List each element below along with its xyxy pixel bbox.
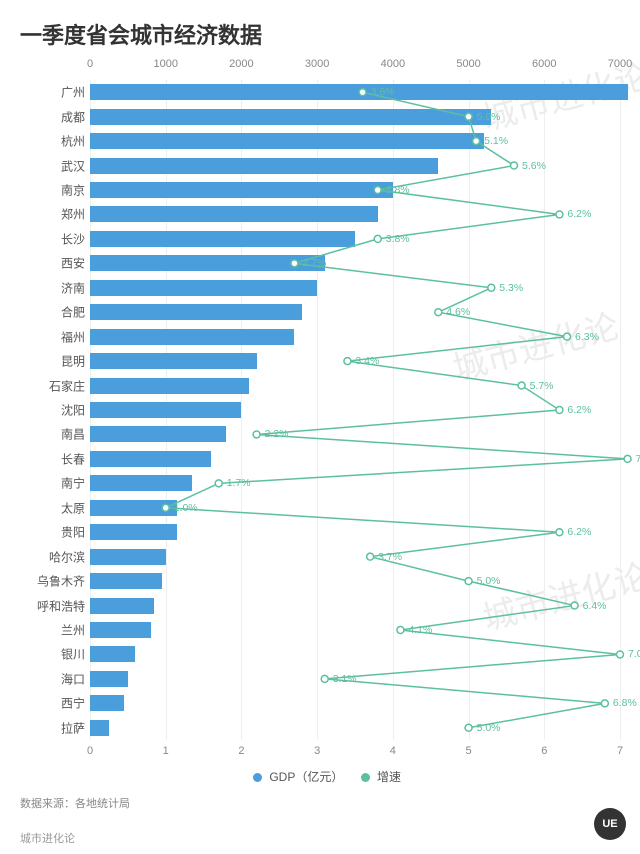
category-label: 石家庄 [5,377,85,394]
category-label: 海口 [5,670,85,687]
growth-label: 6.2% [567,526,591,538]
growth-label: 2.7% [302,257,326,269]
chart-container: 一季度省会城市经济数据 城市进化论 城市进化论 城市进化论 0100020003… [0,0,640,854]
bottom-tick-label: 1 [163,745,169,757]
growth-label: 5.6% [522,160,546,172]
growth-label: 5.7% [530,380,554,392]
growth-label: 4.6% [446,306,470,318]
bottom-tick-label: 6 [541,745,547,757]
category-label: 南昌 [5,426,85,443]
category-label: 福州 [5,328,85,345]
category-label: 沈阳 [5,402,85,419]
growth-label: 3.1% [333,673,357,685]
bottom-tick-label: 7 [617,745,623,757]
top-tick-label: 2000 [229,58,253,70]
top-tick-label: 1000 [153,58,177,70]
chart-title: 一季度省会城市经济数据 [20,18,262,50]
category-label: 兰州 [5,622,85,639]
category-label: 呼和浩特 [5,597,85,614]
category-label: 长沙 [5,230,85,247]
growth-label: 6.2% [567,208,591,220]
growth-label: 5.3% [499,282,523,294]
category-label: 太原 [5,499,85,516]
growth-label: 2.2% [265,428,289,440]
category-label: 成都 [5,108,85,125]
category-label: 济南 [5,279,85,296]
legend-line-label: 增速 [377,770,401,784]
category-label: 杭州 [5,133,85,150]
category-label: 郑州 [5,206,85,223]
bottom-tick-label: 2 [238,745,244,757]
legend-bar-swatch [253,773,262,782]
growth-label: 6.2% [567,404,591,416]
growth-label: 3.6% [371,86,395,98]
top-tick-label: 6000 [532,58,556,70]
top-tick-label: 5000 [456,58,480,70]
category-label: 昆明 [5,353,85,370]
top-tick-label: 3000 [305,58,329,70]
growth-label: 4.1% [408,624,432,636]
legend-bar-label: GDP（亿元） [269,770,343,784]
growth-label: 5.1% [484,135,508,147]
category-label: 贵阳 [5,524,85,541]
plot-area: 3.6% 5.0% 5.1% 5.6% 3.8% 6.2% 3.8% 2.7% 5.3% 4.6%… [90,80,620,740]
growth-label: 3.7% [378,551,402,563]
legend-line-swatch [361,773,370,782]
growth-label: 6.4% [583,600,607,612]
bottom-tick-label: 0 [87,745,93,757]
top-tick-label: 0 [87,58,93,70]
category-label: 长春 [5,450,85,467]
bottom-tick-label: 4 [390,745,396,757]
category-label: 南京 [5,182,85,199]
growth-label: 5.0% [477,722,501,734]
category-label: 合肥 [5,304,85,321]
bottom-tick-label: 3 [314,745,320,757]
growth-label: 5.0% [477,111,501,123]
growth-label: 3.8% [386,233,410,245]
growth-label: 6.8% [613,697,637,709]
category-label: 武汉 [5,157,85,174]
growth-label: 7.0% [628,648,640,660]
source-label: 数据来源：各地统计局 [20,795,130,811]
growth-label: 5.0% [477,575,501,587]
legend: GDP（亿元） 增速 [0,768,640,785]
category-label: 南宁 [5,475,85,492]
category-label: 西安 [5,255,85,272]
top-tick-label: 4000 [381,58,405,70]
category-label: 西宁 [5,695,85,712]
category-label: 拉萨 [5,719,85,736]
line-layer [90,80,620,740]
ue-badge-icon: UE [594,808,626,840]
category-label: 乌鲁木齐 [5,573,85,590]
footer-label: 城市进化论 [20,830,75,846]
category-label: 哈尔滨 [5,548,85,565]
growth-label: 6.3% [575,331,599,343]
category-label: 银川 [5,646,85,663]
category-label: 广州 [5,84,85,101]
growth-label: 3.8% [386,184,410,196]
growth-label: 7.1% [636,453,640,465]
bottom-tick-label: 5 [466,745,472,757]
growth-label: 3.4% [355,355,379,367]
growth-label: 1.7% [227,477,251,489]
top-tick-label: 7000 [608,58,632,70]
growth-label: 1.0% [174,502,198,514]
